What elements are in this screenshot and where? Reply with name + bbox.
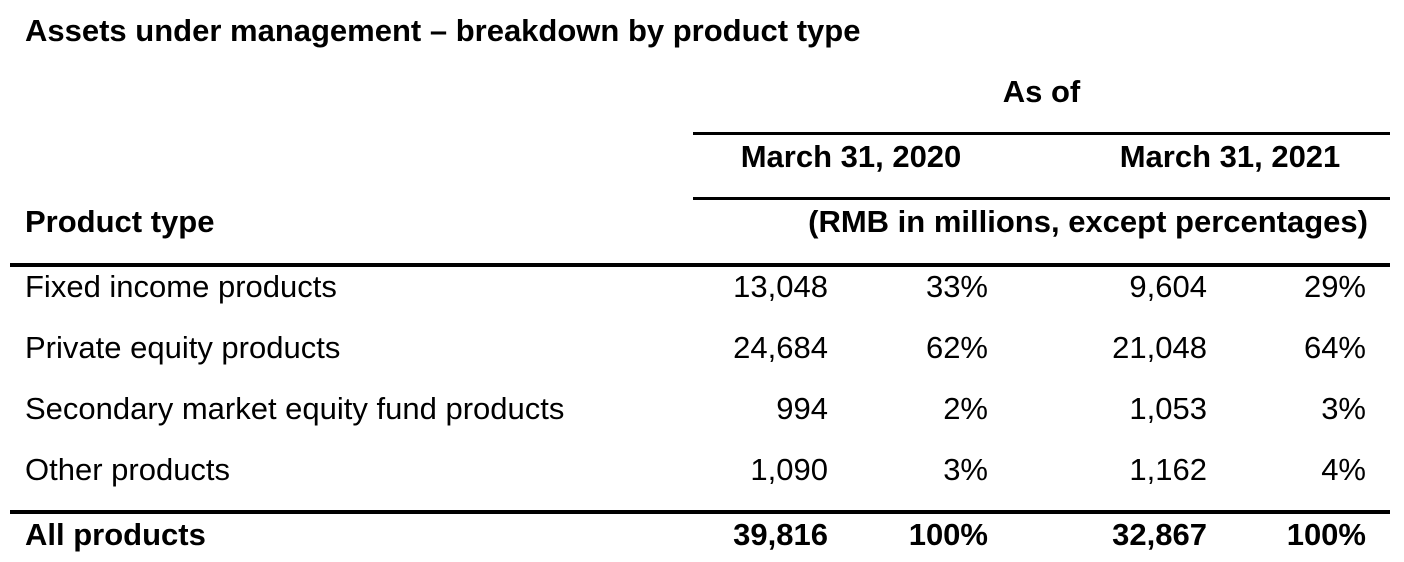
percent-2021: 4% bbox=[1321, 452, 1366, 487]
divider bbox=[693, 132, 1390, 135]
value-2020: 1,090 bbox=[750, 452, 828, 487]
percent-2020: 3% bbox=[943, 452, 988, 487]
percent-2021: 64% bbox=[1303, 330, 1366, 365]
row-label: Secondary market equity fund products bbox=[25, 391, 565, 426]
date-header-2020: March 31, 2020 bbox=[740, 139, 962, 174]
row-label: Private equity products bbox=[25, 330, 341, 365]
value-2021: 1,053 bbox=[1129, 391, 1207, 426]
row-label: All products bbox=[25, 517, 206, 552]
product-type-header: Product type bbox=[25, 204, 215, 239]
value-2020: 994 bbox=[776, 391, 828, 426]
value-2020: 39,816 bbox=[733, 517, 828, 552]
percent-2020: 62% bbox=[925, 330, 988, 365]
as-of-header: As of bbox=[1002, 74, 1081, 109]
row-label: Fixed income products bbox=[25, 269, 337, 304]
value-2020: 24,684 bbox=[733, 330, 828, 365]
percent-2021: 3% bbox=[1321, 391, 1366, 426]
divider bbox=[10, 263, 1390, 267]
value-2020: 13,048 bbox=[733, 269, 828, 304]
value-2021: 9,604 bbox=[1129, 269, 1207, 304]
divider bbox=[10, 510, 1390, 514]
value-2021: 32,867 bbox=[1112, 517, 1207, 552]
units-header: (RMB in millions, except percentages) bbox=[808, 204, 1368, 239]
percent-2020: 100% bbox=[908, 517, 988, 552]
row-label: Other products bbox=[25, 452, 231, 487]
percent-2021: 100% bbox=[1286, 517, 1366, 552]
divider bbox=[693, 197, 1390, 200]
percent-2021: 29% bbox=[1303, 269, 1366, 304]
value-2021: 1,162 bbox=[1129, 452, 1207, 487]
value-2021: 21,048 bbox=[1112, 330, 1207, 365]
table-title: Assets under management – breakdown by p… bbox=[25, 13, 861, 48]
percent-2020: 33% bbox=[925, 269, 988, 304]
percent-2020: 2% bbox=[943, 391, 988, 426]
date-header-2021: March 31, 2021 bbox=[1119, 139, 1341, 174]
